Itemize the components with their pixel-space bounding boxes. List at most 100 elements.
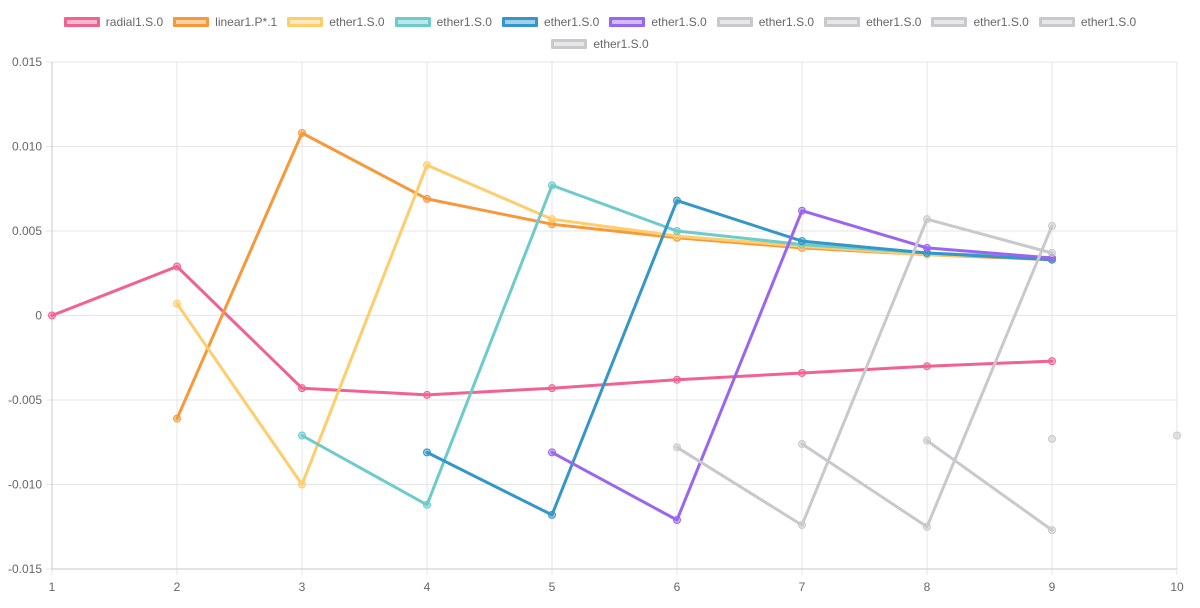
data-point[interactable]	[673, 375, 681, 384]
legend-item[interactable]: ether1.S.0	[287, 14, 385, 30]
legend-label: ether1.S.0	[436, 15, 492, 29]
legend-swatch	[1038, 17, 1075, 27]
series-line	[175, 163, 1054, 486]
data-point[interactable]	[423, 390, 431, 399]
legend-swatch	[394, 17, 431, 27]
data-point[interactable]	[423, 194, 431, 203]
series-group	[798, 221, 1056, 531]
y-tick-label: -0.015	[8, 562, 42, 576]
axis-layer: 0.015 0.010 0.005 0 -0.005 -0.010 -0.015 1 2 3 4 5 6…	[8, 55, 1184, 594]
y-tick-label: -0.005	[8, 393, 42, 407]
legend-swatch	[931, 17, 968, 27]
legend-swatch	[716, 17, 753, 27]
legend-item[interactable]: ether1.S.0	[609, 14, 707, 30]
data-point[interactable]	[548, 448, 556, 457]
legend-item[interactable]: ether1.S.0	[394, 14, 492, 30]
data-point[interactable]	[673, 227, 681, 235]
data-point[interactable]	[298, 384, 306, 393]
x-tick-label: 4	[424, 580, 431, 594]
legend-label: ether1.S.0	[758, 15, 815, 29]
chart-legend: radial1.S.0 linear1.P*.1 ether1.S.0 ether1.…	[0, 0, 1200, 56]
legend-swatch	[287, 17, 324, 27]
data-point[interactable]	[923, 215, 931, 224]
x-tick-label: 9	[1049, 580, 1056, 594]
legend-label: linear1.P*.1	[215, 15, 278, 29]
data-point[interactable]	[48, 311, 56, 320]
legend-label: ether1.S.0	[543, 15, 600, 29]
x-tick-label: 8	[924, 580, 931, 594]
legend-swatch	[63, 17, 100, 27]
legend-item[interactable]: ether1.S.0	[551, 36, 649, 52]
legend-label: ether1.S.0	[593, 37, 649, 51]
legend-swatch	[551, 39, 588, 49]
y-tick-label: -0.010	[8, 478, 42, 492]
y-tick-label: 0	[35, 309, 42, 323]
legend-item[interactable]: radial1.S.0	[63, 14, 164, 30]
series-group	[923, 436, 1056, 535]
x-tick-label: 10	[1170, 580, 1184, 594]
y-tick-label: 0.015	[12, 55, 42, 69]
data-point[interactable]	[298, 128, 306, 137]
data-point[interactable]	[173, 414, 181, 423]
y-tick-label: 0.010	[12, 140, 42, 154]
series-line	[925, 439, 1054, 532]
legend-label: ether1.S.0	[329, 15, 385, 29]
data-point[interactable]	[923, 243, 931, 252]
series-line	[175, 131, 1054, 421]
legend-swatch	[173, 17, 210, 27]
data-point[interactable]	[548, 181, 556, 190]
data-point[interactable]	[173, 262, 181, 271]
data-point[interactable]	[173, 299, 181, 308]
legend-item[interactable]: ether1.S.0	[1038, 14, 1137, 30]
data-point[interactable]	[673, 443, 681, 452]
data-point[interactable]	[798, 439, 806, 448]
data-point[interactable]	[548, 215, 556, 224]
data-point[interactable]	[798, 237, 806, 246]
data-point[interactable]	[298, 480, 306, 489]
data-point[interactable]	[1048, 434, 1056, 443]
series-group	[673, 215, 1056, 530]
data-point[interactable]	[423, 448, 431, 457]
legend-item[interactable]: linear1.P*.1	[173, 14, 277, 30]
data-point[interactable]	[798, 368, 806, 377]
legend-label: ether1.S.0	[866, 15, 922, 29]
data-point[interactable]	[423, 500, 431, 509]
series-group	[1048, 434, 1056, 443]
legend-label: radial1.S.0	[105, 15, 164, 29]
x-tick-label: 1	[49, 580, 56, 594]
data-point[interactable]	[1048, 221, 1056, 230]
legend-swatch	[824, 17, 861, 27]
series-line	[425, 199, 1054, 517]
data-point[interactable]	[923, 522, 931, 531]
legend-item[interactable]: ether1.S.0	[501, 14, 600, 30]
series-line	[675, 217, 1054, 527]
legend-item[interactable]: ether1.S.0	[824, 14, 921, 30]
legend-label: ether1.S.0	[651, 15, 707, 29]
x-tick-label: 2	[174, 580, 181, 594]
data-point[interactable]	[798, 206, 806, 215]
data-point[interactable]	[548, 510, 556, 519]
data-point[interactable]	[1048, 248, 1056, 257]
series-group	[173, 128, 1056, 423]
x-tick-label: 6	[674, 580, 681, 594]
series-layer	[48, 128, 1181, 535]
legend-item[interactable]: ether1.S.0	[931, 14, 1029, 30]
data-point[interactable]	[923, 362, 931, 371]
legend-swatch	[609, 17, 646, 27]
legend-item[interactable]: ether1.S.0	[716, 14, 815, 30]
data-point[interactable]	[423, 161, 431, 170]
data-point[interactable]	[673, 515, 681, 524]
data-point[interactable]	[1173, 431, 1181, 440]
series-group	[423, 196, 1056, 519]
legend-label: ether1.S.0	[1080, 15, 1137, 29]
data-point[interactable]	[298, 431, 306, 440]
data-point[interactable]	[798, 521, 806, 530]
data-point[interactable]	[1048, 357, 1056, 366]
y-tick-label: 0.005	[12, 224, 42, 238]
data-point[interactable]	[923, 436, 931, 445]
data-point[interactable]	[673, 196, 681, 205]
data-point[interactable]	[548, 384, 556, 393]
data-point[interactable]	[1048, 526, 1056, 535]
